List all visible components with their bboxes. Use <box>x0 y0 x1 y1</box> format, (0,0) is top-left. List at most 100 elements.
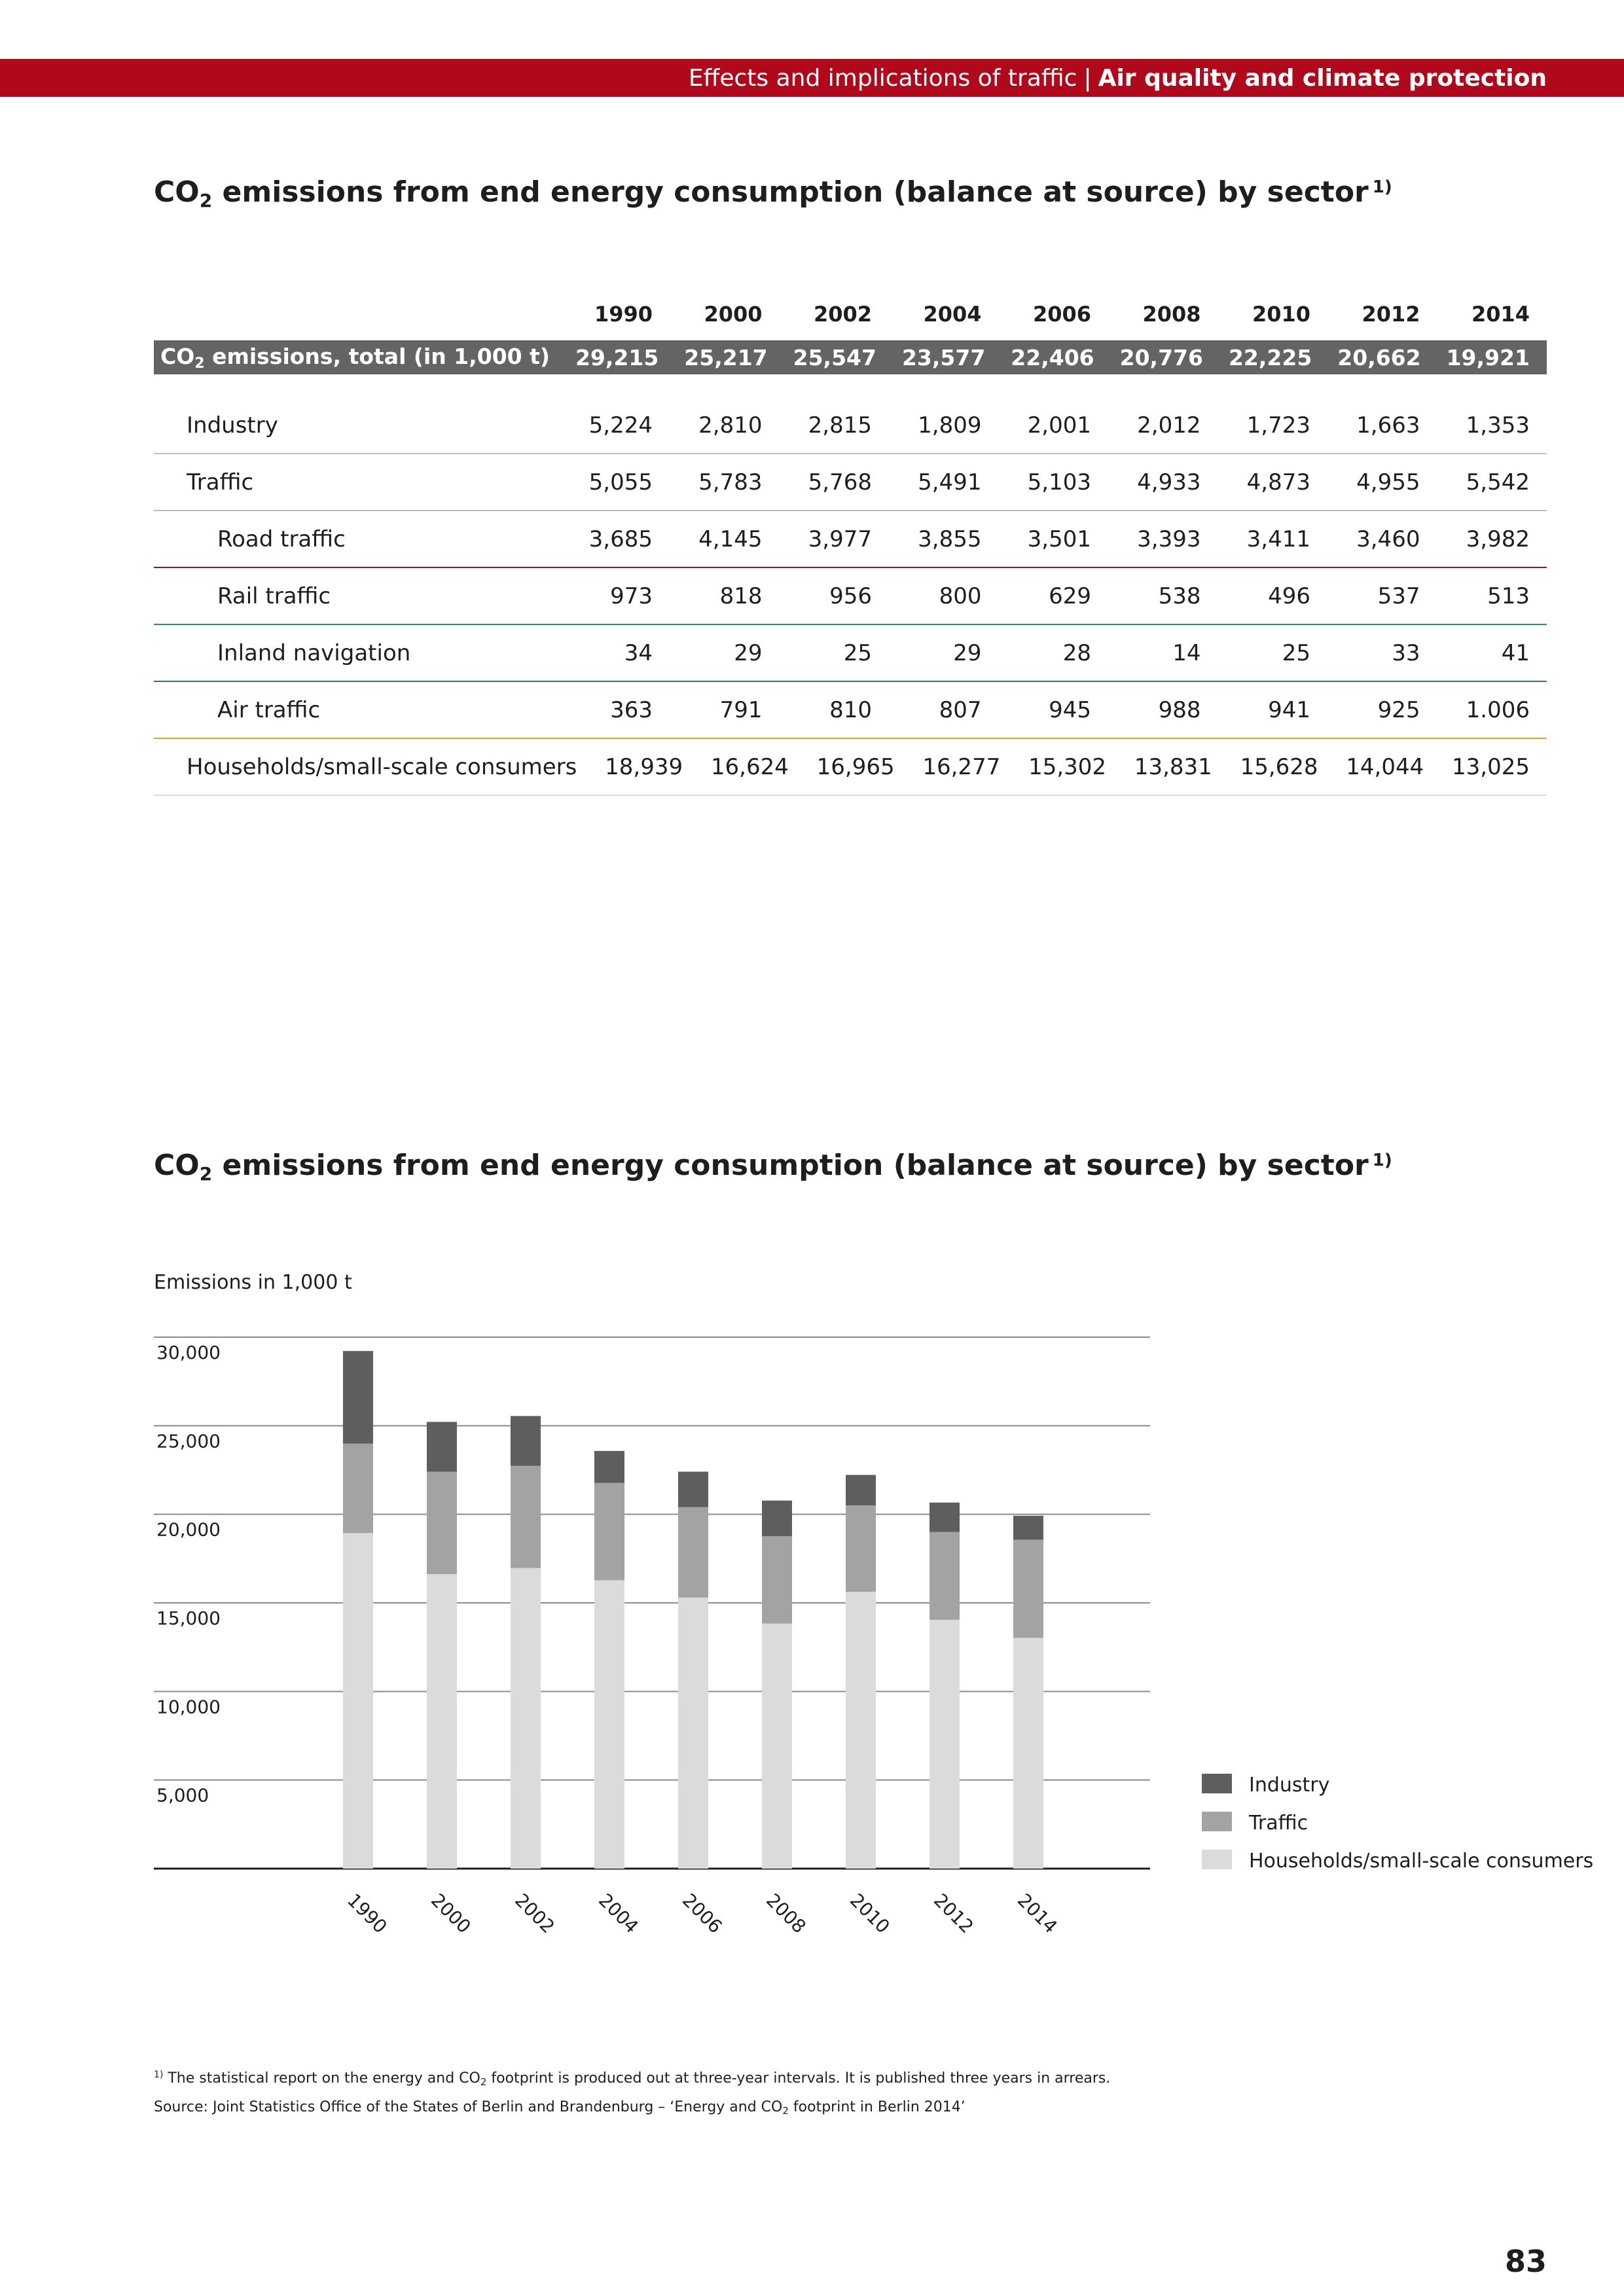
y-tick-label: 5,000 <box>156 1785 209 1806</box>
table-cell: 513 <box>1487 583 1530 609</box>
table-cell: 29 <box>734 639 763 666</box>
x-tick-label: 2006 <box>678 1890 727 1938</box>
table-row-inland-navigation: Inland navigation 34 29 25 29 28 14 25 3… <box>154 625 1547 682</box>
bar-segment <box>846 1505 876 1592</box>
table-cell: 1,809 <box>918 412 982 439</box>
table-cell: 23,577 <box>901 344 986 370</box>
row-label: Air traffic <box>217 696 321 723</box>
header-separator: | <box>1083 64 1092 92</box>
x-tick-label: 2010 <box>846 1890 894 1938</box>
table-cell: 3,393 <box>1137 526 1201 552</box>
x-tick-label: 2014 <box>1013 1890 1062 1938</box>
bar-segment <box>343 1351 373 1444</box>
year-header: 2010 <box>1252 302 1310 327</box>
year-header: 2008 <box>1142 302 1201 327</box>
bar-segment <box>594 1580 624 1869</box>
bar-segment <box>846 1475 876 1506</box>
table-cell: 496 <box>1268 583 1310 609</box>
x-tick-label: 2012 <box>929 1890 978 1938</box>
table-row-traffic: Traffic 5,055 5,783 5,768 5,491 5,103 4,… <box>154 454 1547 511</box>
bar-segment <box>427 1422 457 1472</box>
table-cell: 14,044 <box>1346 753 1424 780</box>
table-cell: 19,921 <box>1446 344 1530 370</box>
table-cell: 3,855 <box>918 526 982 552</box>
table-title-post: emissions from end energy consumption (b… <box>212 175 1369 209</box>
table-cell: 5,491 <box>918 469 982 495</box>
chart-title-sub: 2 <box>199 1163 213 1185</box>
table-cell: 14 <box>1172 639 1201 666</box>
table-row-air-traffic: Air traffic 363 791 810 807 945 988 941 … <box>154 682 1547 739</box>
table-cell: 363 <box>610 696 653 723</box>
y-tick-label: 30,000 <box>156 1342 221 1363</box>
bar-segment <box>1013 1539 1043 1638</box>
bar-segment <box>343 1533 373 1869</box>
table-cell: 13,831 <box>1134 753 1212 780</box>
source-pre: Source: Joint Statistics Office of the S… <box>154 2099 783 2115</box>
x-tick-label: 2000 <box>427 1890 475 1938</box>
year-header: 2002 <box>813 302 872 327</box>
footnote-1-post: footprint is produced out at three-year … <box>486 2070 1111 2087</box>
table-cell: 4,955 <box>1356 469 1420 495</box>
footnote-mark: 1) <box>154 2070 164 2080</box>
legend-entry: Industry <box>1249 1774 1329 1797</box>
total-label: CO2 emissions, total (in 1,000 t) <box>154 344 550 372</box>
table-cell: 15,302 <box>1028 753 1107 780</box>
row-label: Traffic <box>187 469 254 495</box>
table-cell: 22,406 <box>1011 344 1094 370</box>
table-cell: 925 <box>1377 696 1420 723</box>
table-cell: 3,982 <box>1466 526 1530 552</box>
table-cell: 5,768 <box>808 469 872 495</box>
table-title-sub: 2 <box>199 190 213 211</box>
header-section: Effects and implications of traffic <box>688 64 1077 92</box>
footnote-source: Source: Joint Statistics Office of the S… <box>154 2099 965 2117</box>
table-row-total: CO2 emissions, total (in 1,000 t) 29,215… <box>154 340 1547 374</box>
table-cell: 3,460 <box>1356 526 1420 552</box>
legend-entry: Households/small-scale consumers <box>1249 1850 1593 1873</box>
chart-title-note: 1) <box>1372 1151 1392 1170</box>
row-label: Inland navigation <box>217 639 411 666</box>
table-cell: 18,939 <box>605 753 683 780</box>
year-header: 2014 <box>1471 302 1530 327</box>
year-header: 2006 <box>1032 302 1091 327</box>
table-row-rail-traffic: Rail traffic 973 818 956 800 629 538 496… <box>154 568 1547 625</box>
table-cell: 988 <box>1158 696 1201 723</box>
row-label: Households/small-scale consumers <box>187 753 577 780</box>
table-cell: 3,501 <box>1027 526 1091 552</box>
table-cell: 25 <box>843 639 872 666</box>
table-cell: 1,723 <box>1246 412 1310 439</box>
table-row-households: Households/small-scale consumers 18,939 … <box>154 739 1547 796</box>
page-number: 83 <box>1504 2244 1547 2279</box>
chart-title-pre: CO <box>154 1149 200 1182</box>
footnote-1-sub: 2 <box>480 2076 487 2088</box>
table-cell: 1,353 <box>1466 412 1530 439</box>
table-title-pre: CO <box>154 175 200 209</box>
table-cell: 2,815 <box>808 412 872 439</box>
table-cell: 29,215 <box>575 344 659 370</box>
bar-segment <box>511 1416 541 1466</box>
table-cell: 41 <box>1501 639 1530 666</box>
bar-segment <box>846 1592 876 1869</box>
footnote-1-pre: The statistical report on the energy and… <box>163 2070 480 2087</box>
table-cell: 33 <box>1392 639 1420 666</box>
legend-swatch <box>1202 1812 1232 1831</box>
legend-swatch <box>1202 1774 1232 1793</box>
x-tick-label: 2008 <box>762 1890 810 1938</box>
table-cell: 2,810 <box>698 412 763 439</box>
table-cell: 5,103 <box>1027 469 1091 495</box>
y-tick-label: 25,000 <box>156 1430 221 1452</box>
total-label-sub: 2 <box>194 355 205 372</box>
table-cell: 4,933 <box>1137 469 1201 495</box>
y-tick-label: 20,000 <box>156 1519 221 1541</box>
year-header: 2012 <box>1362 302 1420 327</box>
table-cell: 4,145 <box>698 526 763 552</box>
bar-segment <box>929 1532 960 1620</box>
legend-swatch <box>1202 1850 1232 1869</box>
bar-segment <box>427 1471 457 1575</box>
x-tick-label: 2004 <box>594 1890 643 1938</box>
row-label: Rail traffic <box>217 583 331 609</box>
bar-segment <box>511 1568 541 1869</box>
bar-segment <box>678 1471 708 1507</box>
table-header-row: 1990 2000 2002 2004 2006 2008 2010 2012 … <box>154 288 1547 340</box>
chart-title: CO2 emissions from end energy consumptio… <box>154 1149 1392 1185</box>
